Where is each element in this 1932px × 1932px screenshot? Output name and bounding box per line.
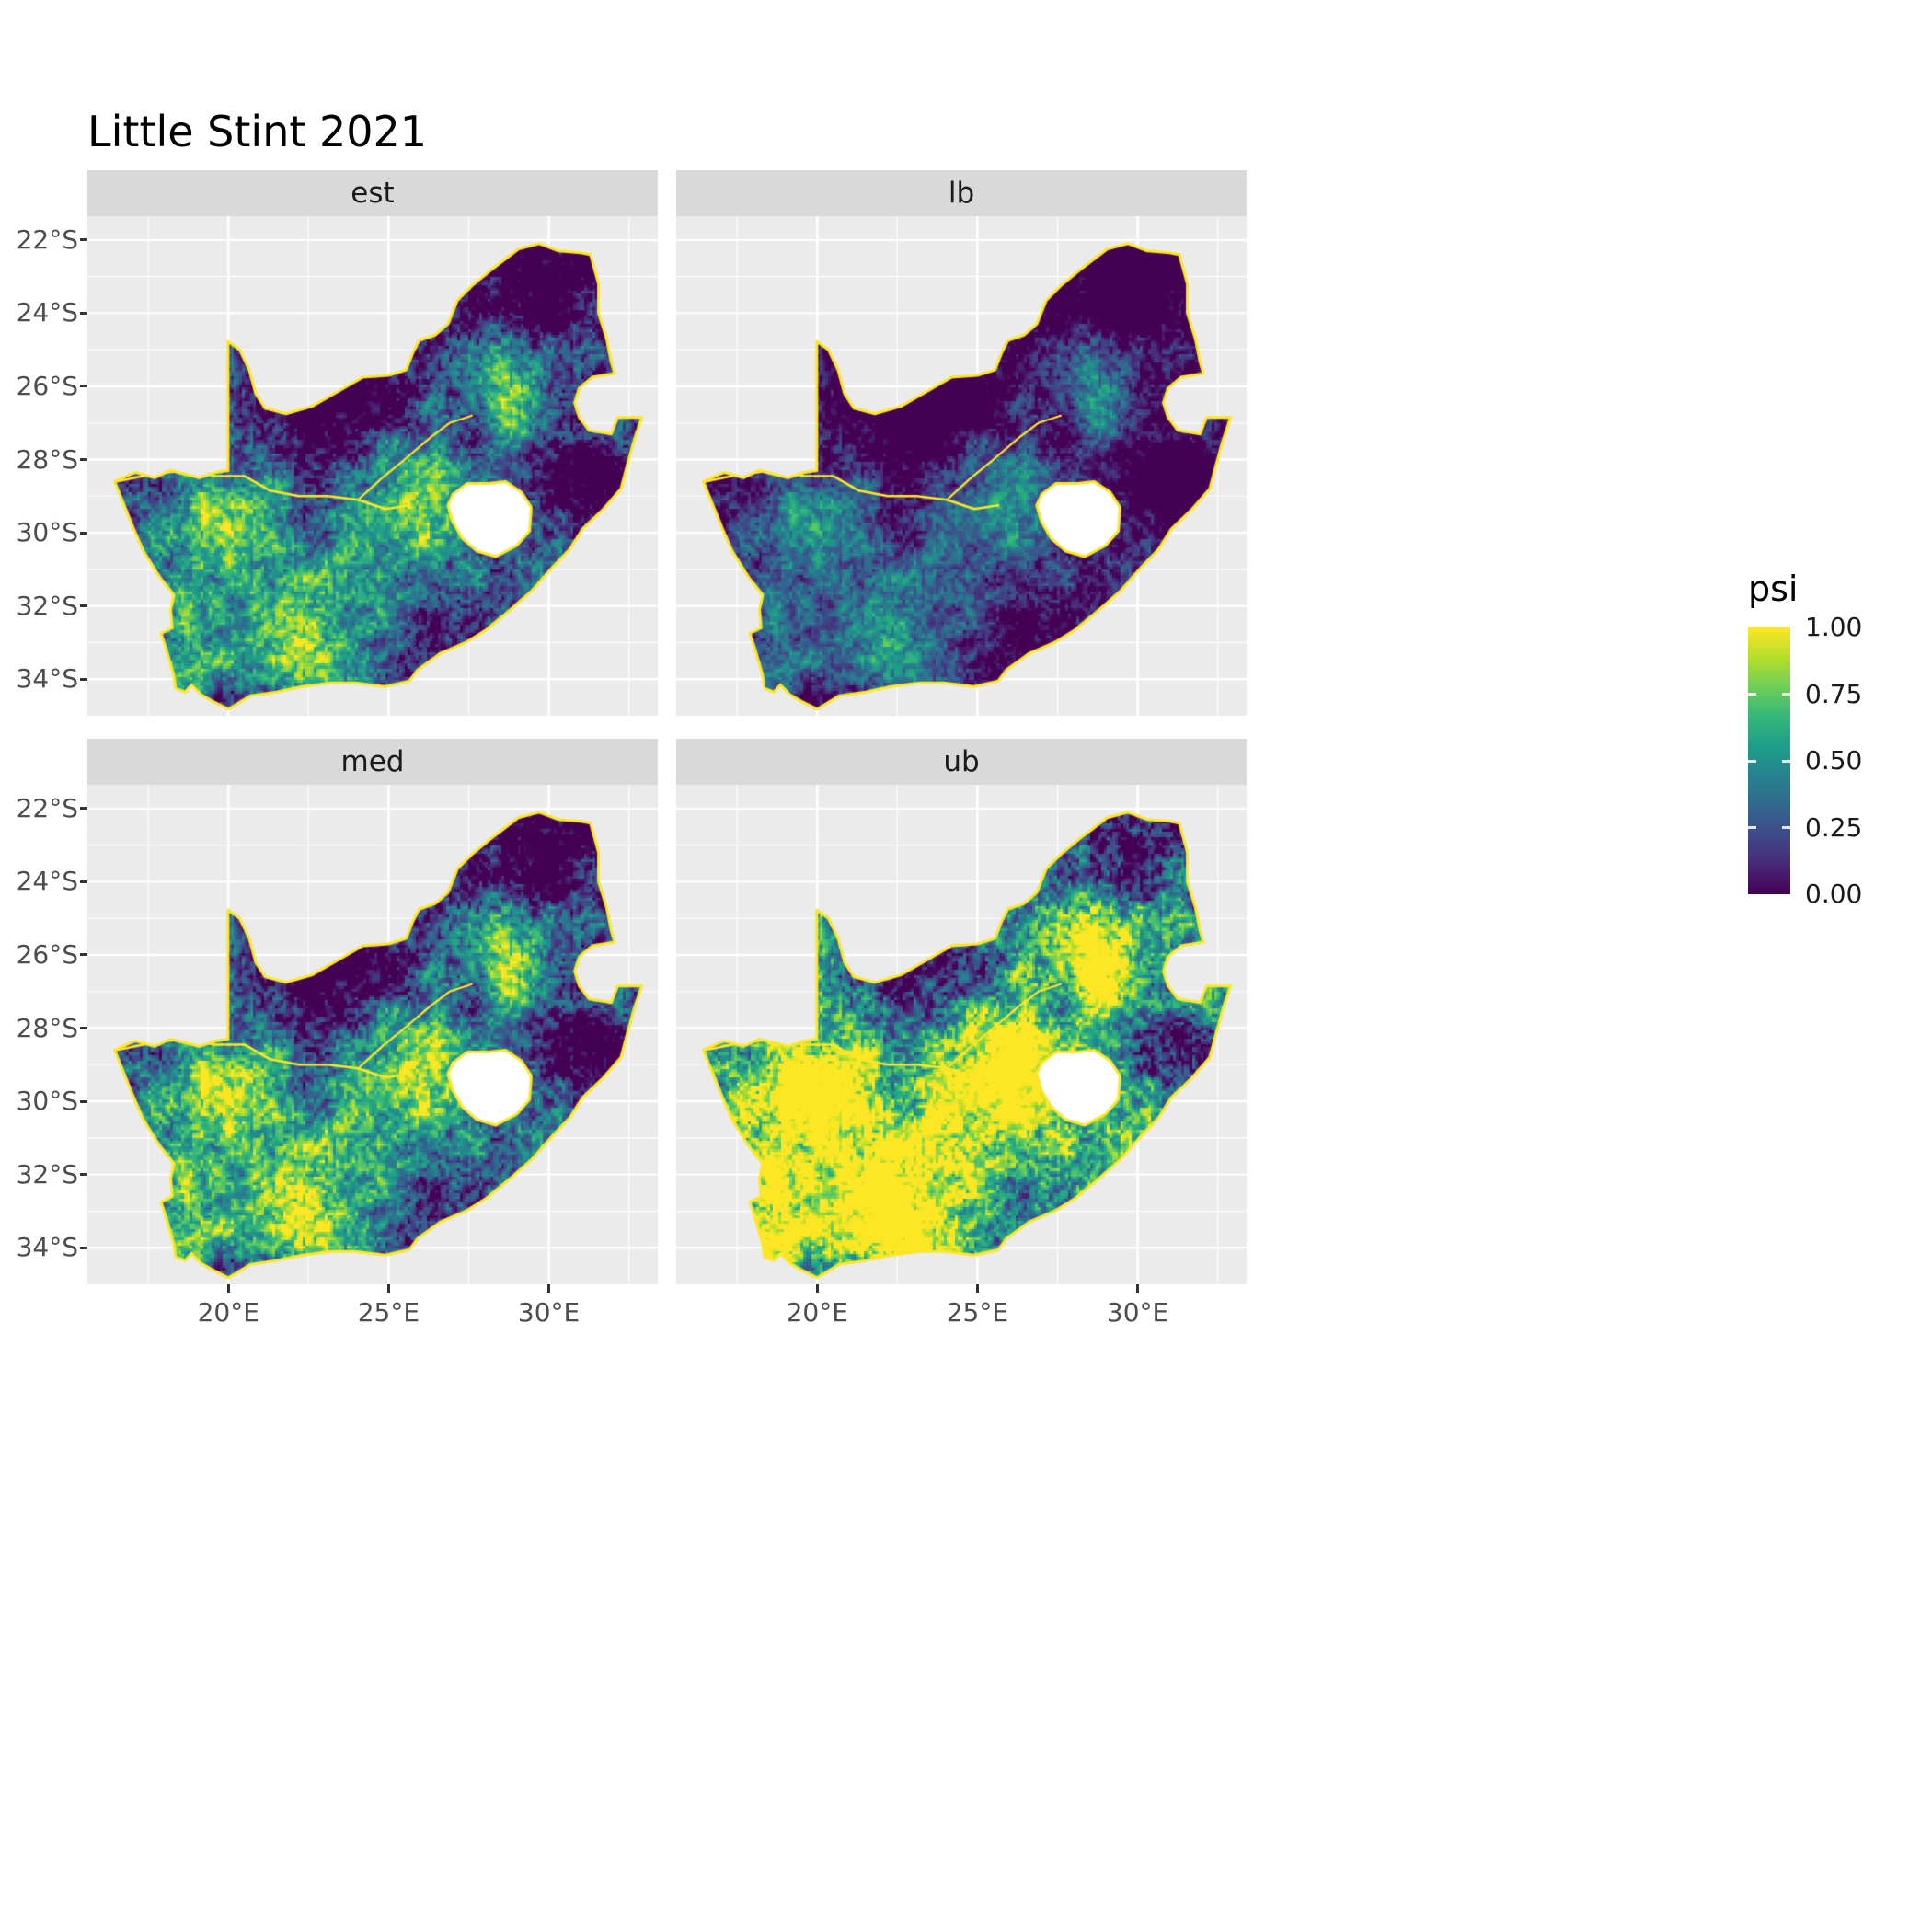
map-canvas-est	[87, 216, 658, 716]
legend-tick-mark	[1782, 759, 1790, 763]
y-tick-label: 28°S	[16, 443, 78, 475]
facet-strip-label: lb	[948, 177, 975, 210]
y-tick-mark	[80, 1173, 87, 1177]
y-tick-label: 32°S	[16, 590, 78, 621]
y-tick-mark	[80, 238, 87, 242]
y-tick-label: 34°S	[16, 663, 78, 695]
x-tick-mark	[226, 1284, 230, 1293]
facet-strip-label: ub	[943, 745, 980, 778]
legend-tick-label: 0.75	[1805, 678, 1863, 709]
facet-strip-est: est	[87, 170, 658, 216]
legend-tick-mark	[1782, 826, 1790, 829]
y-tick-mark	[80, 1246, 87, 1249]
x-tick-mark	[815, 1284, 819, 1293]
facet-lb: lb	[676, 170, 1247, 716]
legend-tick-mark	[1782, 693, 1790, 696]
y-tick-mark	[80, 458, 87, 462]
y-tick-mark	[80, 385, 87, 388]
legend-tick-mark	[1748, 693, 1756, 696]
y-tick-label: 24°S	[16, 297, 78, 328]
map-canvas-lb	[676, 216, 1247, 716]
legend-tick-label: 0.50	[1805, 745, 1863, 776]
x-tick-mark	[1136, 1284, 1140, 1293]
page-title: Little Stint 2021	[87, 107, 428, 156]
facet-strip-label: est	[351, 177, 395, 210]
colorbar-legend: psi 1.00 0.75 0.50 0.25 0.00	[1748, 569, 1932, 909]
y-tick-mark	[80, 1027, 87, 1030]
legend-tick-label: 0.00	[1805, 879, 1863, 909]
legend-title: psi	[1748, 569, 1799, 609]
facet-strip-ub: ub	[676, 739, 1247, 785]
y-tick-label: 30°S	[16, 1086, 78, 1117]
y-tick-label: 26°S	[16, 938, 78, 970]
y-tick-label: 34°S	[16, 1232, 78, 1263]
y-tick-label: 30°S	[16, 517, 78, 548]
y-tick-label: 32°S	[16, 1158, 78, 1190]
y-tick-label: 22°S	[16, 224, 78, 255]
facet-ub: ub	[676, 739, 1247, 1284]
y-tick-mark	[80, 807, 87, 811]
legend-tick-mark	[1748, 826, 1756, 829]
facet-strip-med: med	[87, 739, 658, 785]
facet-est: est	[87, 170, 658, 716]
x-tick-label: 25°E	[946, 1297, 1009, 1328]
x-tick-mark	[547, 1284, 551, 1293]
legend-tick-label: 1.00	[1805, 612, 1863, 642]
facet-med: med	[87, 739, 658, 1284]
y-tick-mark	[80, 880, 87, 883]
x-tick-label: 30°E	[517, 1297, 581, 1328]
legend-tick-label: 0.25	[1805, 811, 1863, 843]
y-tick-label: 28°S	[16, 1012, 78, 1043]
facet-strip-label: med	[340, 745, 405, 778]
y-tick-label: 26°S	[16, 370, 78, 401]
legend-bar-wrap: 1.00 0.75 0.50 0.25 0.00	[1748, 613, 1932, 909]
y-tick-mark	[80, 604, 87, 608]
x-tick-mark	[975, 1284, 979, 1293]
map-canvas-med	[87, 785, 658, 1284]
x-tick-label: 30°E	[1106, 1297, 1169, 1328]
y-tick-mark	[80, 531, 87, 535]
x-tick-label: 20°E	[786, 1297, 848, 1328]
y-tick-mark	[80, 677, 87, 681]
y-tick-label: 22°S	[16, 792, 78, 823]
facet-strip-lb: lb	[676, 170, 1247, 216]
legend-tick-mark	[1748, 759, 1756, 763]
y-tick-mark	[80, 1099, 87, 1103]
x-tick-label: 25°E	[357, 1297, 420, 1328]
y-tick-label: 24°S	[16, 866, 78, 897]
y-tick-mark	[80, 953, 87, 957]
x-tick-mark	[386, 1284, 390, 1293]
x-tick-label: 20°E	[197, 1297, 259, 1328]
map-canvas-ub	[676, 785, 1247, 1284]
y-tick-mark	[80, 311, 87, 315]
